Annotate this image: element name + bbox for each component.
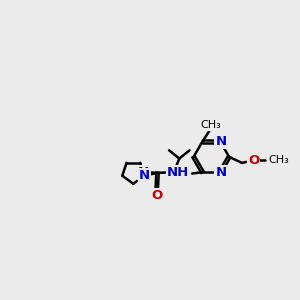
Text: N: N bbox=[215, 135, 226, 148]
Text: N: N bbox=[139, 169, 150, 182]
Text: CH₃: CH₃ bbox=[268, 155, 290, 165]
Text: NH: NH bbox=[167, 167, 189, 179]
Text: N: N bbox=[138, 166, 149, 179]
Text: N: N bbox=[215, 166, 226, 179]
Text: O: O bbox=[248, 154, 259, 167]
Text: O: O bbox=[151, 190, 162, 202]
Text: CH₃: CH₃ bbox=[200, 120, 221, 130]
